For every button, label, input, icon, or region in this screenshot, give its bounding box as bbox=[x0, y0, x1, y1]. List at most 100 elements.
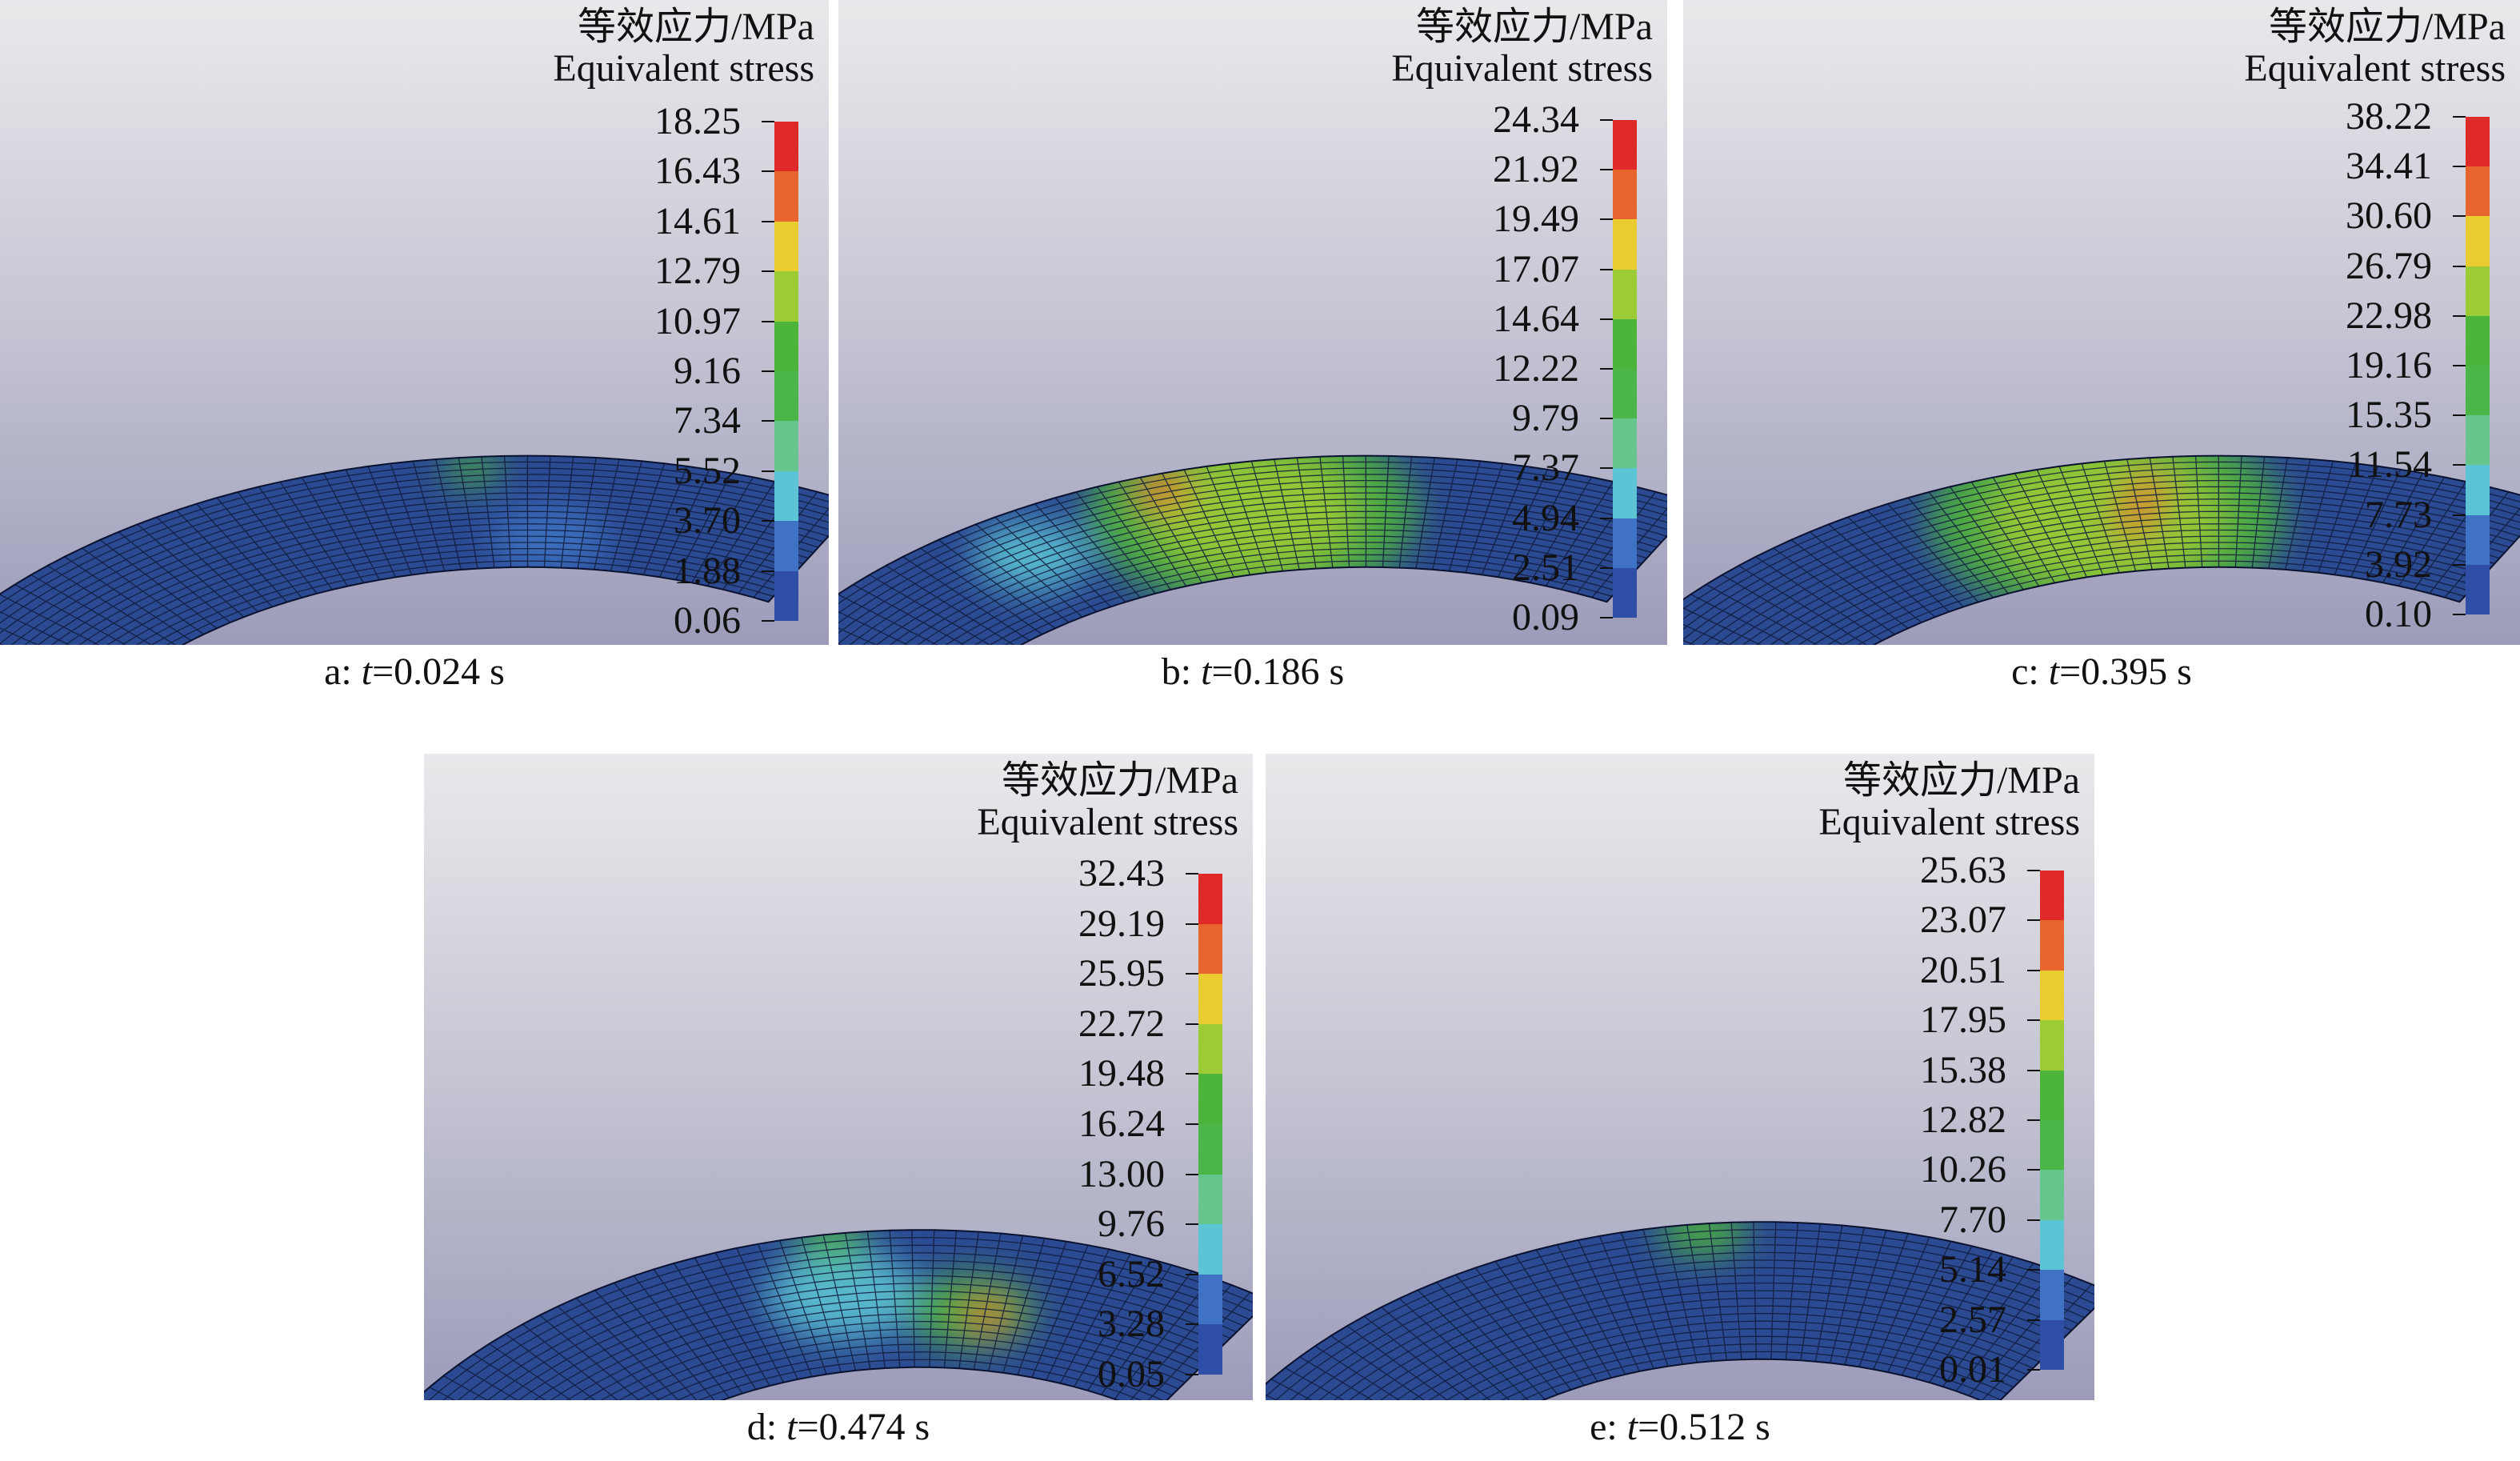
tick-label: 2.51 bbox=[1512, 546, 1579, 589]
color-band bbox=[2466, 266, 2490, 316]
tick-mark bbox=[2027, 1069, 2040, 1071]
color-bar bbox=[1198, 874, 1222, 1375]
color-band bbox=[2040, 970, 2064, 1021]
tick-label: 30.60 bbox=[2346, 194, 2432, 238]
tick-label: 18.25 bbox=[654, 100, 741, 142]
caption-var: t bbox=[2048, 650, 2060, 693]
tick-mark bbox=[2027, 1319, 2040, 1321]
color-band bbox=[2040, 1020, 2064, 1071]
color-band bbox=[2040, 871, 2064, 921]
tick-mark bbox=[1600, 467, 1613, 470]
caption-d: d: t=0.474 s bbox=[424, 1405, 1253, 1449]
tick-label: 38.22 bbox=[2346, 95, 2432, 138]
tick-label: 7.34 bbox=[674, 399, 741, 442]
tick-label: 23.07 bbox=[1920, 899, 2006, 942]
tick-mark bbox=[2027, 870, 2040, 871]
legend-title-en: Equivalent stress bbox=[1391, 47, 1653, 90]
legend-title-en: Equivalent stress bbox=[553, 47, 814, 90]
tick-mark bbox=[2027, 1369, 2040, 1371]
tick-label: 0.06 bbox=[674, 599, 741, 642]
tick-label: 0.05 bbox=[1098, 1353, 1165, 1395]
tick-label: 14.61 bbox=[654, 199, 741, 242]
tick-label: 16.43 bbox=[654, 150, 741, 193]
legend-title-en: Equivalent stress bbox=[1818, 801, 2080, 843]
legend-title-en: Equivalent stress bbox=[977, 801, 1238, 843]
tick-mark bbox=[1186, 1323, 1198, 1326]
color-bar bbox=[1613, 120, 1637, 618]
tick-mark bbox=[1600, 566, 1613, 569]
tick-label: 25.95 bbox=[1078, 952, 1165, 995]
caption-e: e: t=0.512 s bbox=[1266, 1405, 2094, 1449]
color-band bbox=[1198, 874, 1222, 924]
tick-label: 10.26 bbox=[1920, 1148, 2006, 1191]
fem-mesh-b bbox=[838, 454, 1667, 645]
tick-label: 9.79 bbox=[1512, 397, 1579, 440]
tick-mark bbox=[1600, 617, 1613, 618]
color-band bbox=[774, 470, 798, 522]
tick-mark bbox=[2453, 314, 2466, 317]
color-band bbox=[1198, 1274, 1222, 1325]
tick-label: 3.28 bbox=[1098, 1303, 1165, 1346]
color-band bbox=[774, 171, 798, 222]
tick-mark bbox=[2453, 265, 2466, 267]
tick-label: 0.01 bbox=[1939, 1348, 2006, 1391]
tick-mark bbox=[1186, 1073, 1198, 1075]
tick-mark bbox=[1186, 923, 1198, 925]
tick-mark bbox=[1186, 973, 1198, 975]
tick-label: 22.98 bbox=[2346, 294, 2432, 337]
tick-mark bbox=[762, 620, 774, 622]
tick-mark bbox=[762, 570, 774, 572]
legend-title: 等效应力/MPa Equivalent stress bbox=[553, 6, 814, 90]
tick-mark bbox=[762, 121, 774, 122]
color-band bbox=[1198, 1174, 1222, 1225]
tick-mark bbox=[1186, 1223, 1198, 1226]
color-band bbox=[1613, 170, 1637, 220]
legend-title-cn: 等效应力/MPa bbox=[1415, 6, 1653, 48]
tick-label: 16.24 bbox=[1078, 1103, 1165, 1145]
color-band bbox=[2040, 920, 2064, 971]
color-band bbox=[1198, 1074, 1222, 1124]
tick-mark bbox=[2027, 1169, 2040, 1171]
tick-mark bbox=[2453, 614, 2466, 615]
color-band bbox=[774, 421, 798, 471]
color-band bbox=[1613, 418, 1637, 469]
fem-mesh-c bbox=[1683, 454, 2520, 645]
color-bar bbox=[2040, 871, 2064, 1371]
tick-mark bbox=[1186, 1023, 1198, 1025]
caption-var: t bbox=[1626, 1406, 1638, 1448]
fem-mesh-a bbox=[0, 454, 829, 645]
tick-mark bbox=[762, 370, 774, 372]
color-band bbox=[1198, 1023, 1222, 1075]
tick-label: 17.07 bbox=[1493, 247, 1579, 290]
color-bar bbox=[774, 122, 798, 622]
tick-label: 0.10 bbox=[2365, 593, 2432, 635]
tick-mark bbox=[762, 170, 774, 173]
caption-var: t bbox=[361, 650, 373, 693]
caption-value: =0.186 s bbox=[1211, 650, 1345, 693]
tick-label: 3.92 bbox=[2365, 542, 2432, 586]
tick-label: 12.79 bbox=[654, 250, 741, 293]
fem-mesh-d bbox=[424, 1229, 1253, 1400]
caption-prefix: e: bbox=[1590, 1406, 1627, 1448]
caption-a: a: t=0.024 s bbox=[0, 650, 829, 694]
tick-mark bbox=[2453, 464, 2466, 466]
tick-mark bbox=[762, 220, 774, 222]
color-band bbox=[774, 371, 798, 422]
caption-c: c: t=0.395 s bbox=[1683, 650, 2520, 694]
color-band bbox=[1198, 1324, 1222, 1375]
tick-mark bbox=[2027, 969, 2040, 971]
legend-title-cn: 等效应力/MPa bbox=[1842, 759, 2080, 802]
color-band bbox=[2466, 366, 2490, 416]
tick-label: 25.63 bbox=[1920, 849, 2006, 891]
tick-label: 17.95 bbox=[1920, 999, 2006, 1042]
color-band bbox=[2466, 216, 2490, 266]
tick-label: 7.70 bbox=[1939, 1198, 2006, 1241]
color-band bbox=[1613, 518, 1637, 568]
stress-panel-c: 等效应力/MPa Equivalent stress 38.22 34.41 30.… bbox=[1683, 0, 2520, 645]
legend-title-cn: 等效应力/MPa bbox=[1001, 759, 1238, 802]
color-band bbox=[774, 271, 798, 322]
tick-label: 12.82 bbox=[1920, 1099, 2006, 1141]
color-band bbox=[2466, 465, 2490, 515]
legend-title: 等效应力/MPa Equivalent stress bbox=[1818, 760, 2080, 843]
tick-label: 21.92 bbox=[1493, 148, 1579, 191]
